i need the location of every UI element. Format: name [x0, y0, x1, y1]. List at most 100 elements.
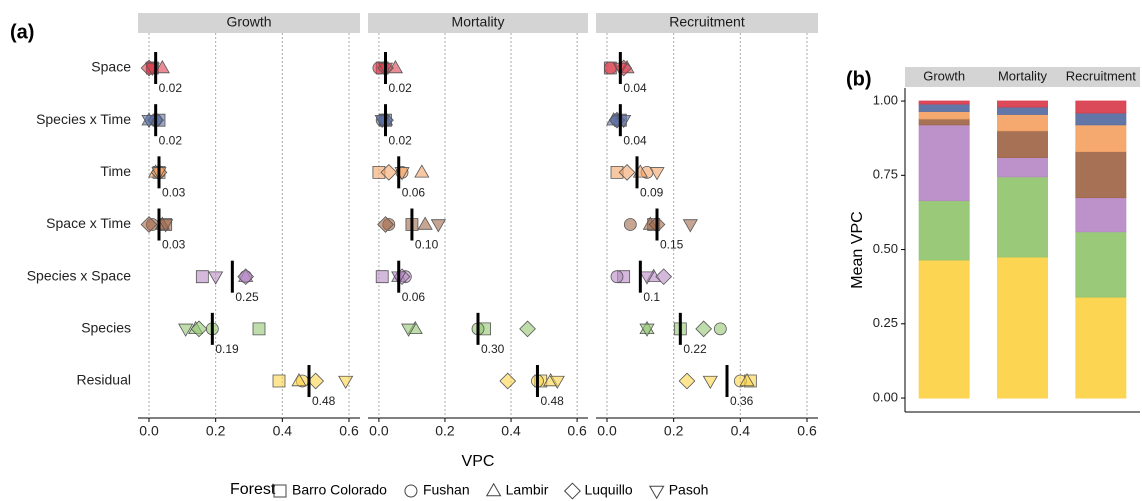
x-tick-label: 0.4	[731, 423, 751, 439]
mean-bar	[154, 104, 158, 137]
x-tick-label: 0.2	[206, 423, 226, 439]
mean-bar	[384, 52, 388, 84]
bar-segment	[997, 113, 1048, 132]
mean-label: 0.02	[389, 133, 413, 147]
mean-bar	[397, 260, 401, 293]
panel-label: (a)	[10, 21, 34, 43]
mean-label: 0.02	[389, 81, 413, 95]
point	[237, 268, 255, 286]
bar-segment	[997, 256, 1048, 399]
point	[519, 320, 536, 338]
mean-label: 0.02	[159, 81, 183, 95]
mean-bar	[725, 365, 729, 398]
mean-bar	[397, 156, 401, 189]
point	[623, 218, 637, 231]
point	[154, 59, 170, 74]
bar-segment	[997, 106, 1048, 115]
mean-label: 0.03	[162, 238, 186, 252]
facet-title: Mortality	[452, 14, 505, 30]
y-tick-label: 0.50	[873, 241, 898, 256]
y-tick-label: Time	[100, 163, 131, 179]
x-tick-label: 0.6	[797, 423, 817, 439]
point	[141, 114, 157, 129]
mean-bar	[655, 208, 659, 241]
point	[682, 219, 698, 233]
mean-bar	[635, 156, 639, 189]
mean-bar	[638, 260, 642, 293]
legend-key	[648, 485, 665, 500]
point	[639, 271, 655, 285]
y-tick-label: Species x Space	[27, 267, 131, 283]
point	[380, 163, 398, 181]
mean-label: 0.22	[683, 342, 707, 356]
mean-bar	[384, 104, 388, 137]
y-tick-label: 1.00	[873, 93, 898, 108]
x-tick-label: 0.6	[339, 423, 359, 439]
x-tick-label: 0.0	[597, 423, 617, 439]
legend-key	[563, 482, 581, 500]
bar-segment	[918, 124, 970, 202]
mean-bar	[157, 208, 161, 241]
y-tick-label: Species	[81, 320, 131, 336]
y-tick-label: Space x Time	[46, 215, 131, 231]
bar-segment	[997, 130, 1048, 158]
point	[649, 167, 665, 181]
mean-bar	[410, 208, 414, 241]
x-tick-label: 0.2	[664, 423, 684, 439]
bar-segment	[918, 118, 970, 126]
mean-label: 0.03	[162, 186, 186, 200]
strip	[596, 13, 818, 33]
point	[372, 165, 386, 179]
strip	[138, 13, 360, 33]
point	[678, 372, 696, 390]
y-tick-label: 0.25	[873, 315, 898, 330]
point	[195, 270, 209, 284]
point	[252, 322, 266, 336]
y-tick-label: Residual	[77, 372, 131, 388]
point	[702, 375, 718, 390]
strip	[368, 13, 588, 33]
point	[208, 271, 224, 285]
point	[499, 372, 517, 390]
y-tick-label: Space	[91, 59, 131, 75]
y-tick-label: Species x Time	[36, 111, 131, 127]
mean-bar	[678, 312, 682, 345]
mean-label: 0.02	[159, 133, 183, 147]
x-tick-label: 0.6	[567, 423, 587, 439]
mean-bar	[154, 52, 158, 84]
mean-bar	[618, 104, 622, 137]
panel-label: (b)	[846, 68, 872, 90]
bar-segment	[1075, 112, 1127, 126]
point	[713, 322, 727, 336]
point	[430, 219, 446, 233]
bar-segment	[918, 200, 970, 261]
bar-segment	[918, 103, 970, 112]
bar-segment	[918, 110, 970, 120]
legend-label: Barro Colorado	[292, 482, 387, 498]
point	[610, 165, 624, 179]
mean-label: 0.48	[312, 394, 336, 408]
point	[338, 375, 354, 390]
facet-title: Growth	[226, 14, 271, 30]
point	[610, 270, 624, 284]
bar-segment	[1075, 100, 1127, 114]
mean-label: 0.04	[623, 81, 647, 95]
mean-label: 0.10	[415, 238, 439, 252]
point	[655, 268, 673, 286]
point	[695, 320, 713, 338]
mean-bar	[210, 312, 214, 345]
x-tick-label: 0.2	[435, 423, 455, 439]
strip	[905, 67, 1140, 87]
point	[140, 216, 158, 233]
legend-title: Forest	[230, 481, 276, 498]
mean-label: 0.36	[730, 394, 754, 408]
x-tick-label: 0.4	[273, 423, 293, 439]
legend-key	[485, 482, 502, 497]
facet-title: Growth	[923, 68, 965, 83]
point	[291, 373, 307, 387]
mean-label: 0.30	[481, 342, 505, 356]
facet-title: Recruitment	[1066, 68, 1136, 83]
mean-bar	[535, 365, 539, 398]
point	[618, 163, 636, 181]
